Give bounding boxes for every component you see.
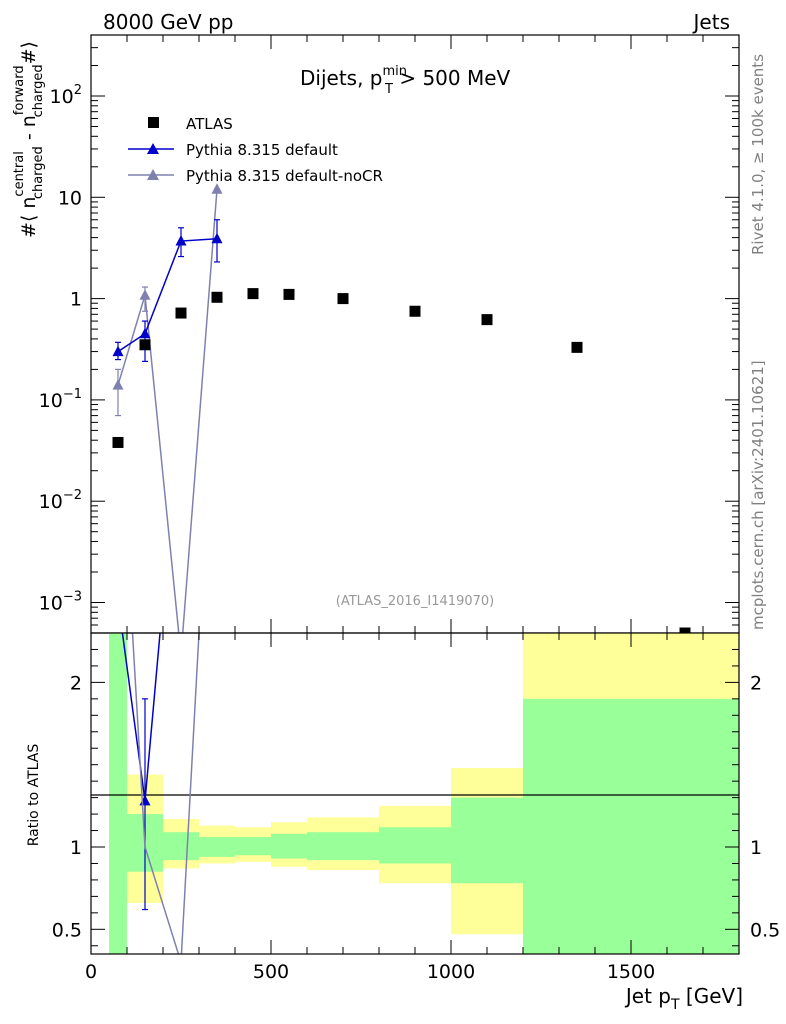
x-tick-label: 1000 — [427, 961, 475, 983]
main-panel: 10−3 10−2 10−1 1 10 102 Dijets, pmin T > 500 M… — [39, 34, 740, 660]
ratio-stat-band — [523, 698, 631, 954]
data-point-atlas — [337, 293, 349, 305]
legend-default-marker — [147, 143, 159, 154]
main-series-layer — [112, 183, 691, 660]
y-tick-label: 10−3 — [39, 590, 82, 615]
ratio-stat-band — [109, 633, 127, 954]
legend-atlas-label: ATLAS — [186, 115, 233, 133]
y-tick-label: 1 — [70, 289, 82, 311]
legend-nocr-label: Pythia 8.315 default-noCR — [186, 167, 383, 185]
data-point-atlas — [175, 307, 187, 319]
ratio-y-tick-label-left: 1 — [70, 837, 82, 859]
main-x-ticks — [90, 35, 740, 633]
data-point-atlas — [112, 436, 124, 448]
legend-default-label: Pythia 8.315 default — [186, 141, 338, 159]
data-point-nocr — [112, 379, 124, 390]
x-axis-label: Jet pT [GeV] — [624, 984, 743, 1013]
ratio-line-nocr — [131, 633, 200, 954]
data-point-atlas — [679, 627, 691, 633]
series-line-nocr — [117, 189, 218, 633]
main-y-axis-label: #⟨ ncentral charged - nforward charged#⟩ — [12, 41, 46, 238]
rivet-version-label: Rivet 4.1.0, ≥ 100k events — [749, 54, 767, 255]
y-tick-label: 10 — [58, 187, 82, 209]
ratio-series-layer — [121, 633, 200, 954]
ratio-y-axis: 0.5 0.5 1 1 2 2 — [52, 648, 780, 947]
data-point-nocr — [139, 289, 151, 300]
ratio-stat-band — [199, 837, 235, 857]
data-point-atlas — [211, 291, 223, 303]
plot-title: Dijets, pmin T > 500 MeV — [300, 64, 511, 97]
data-point-nocr — [211, 183, 223, 194]
data-point-default — [211, 232, 223, 244]
ratio-y-tick-label-right: 2 — [750, 672, 762, 694]
analysis-id-label: (ATLAS_2016_I1419070) — [336, 594, 494, 609]
ratio-y-tick-label-right: 0.5 — [750, 919, 780, 941]
data-point-default — [112, 345, 124, 357]
legend: ATLAS Pythia 8.315 default Pythia 8.315 … — [128, 115, 383, 185]
legend-atlas-marker — [148, 117, 159, 128]
ratio-stat-band — [307, 832, 379, 861]
data-point-atlas — [139, 339, 151, 351]
data-point-atlas — [571, 341, 583, 353]
ratio-stat-band — [631, 698, 739, 954]
ratio-y-tick-label-left: 0.5 — [52, 919, 82, 941]
header-energy-label: 8000 GeV pp — [103, 10, 234, 34]
ratio-panel: 0.5 0.5 1 1 2 2 0 500 1000 1500 — [52, 632, 780, 983]
ratio-uncertainty-bands — [109, 633, 739, 954]
main-y-axis: 10−3 10−2 10−1 1 10 102 — [39, 34, 739, 634]
x-tick-label: 1500 — [607, 961, 655, 983]
data-point-default — [175, 235, 187, 246]
header-observable-label: Jets — [692, 10, 730, 34]
data-point-nocr — [176, 649, 187, 660]
ratio-y-tick-label-left: 2 — [70, 672, 82, 694]
data-point-atlas — [247, 288, 259, 300]
data-point-atlas — [283, 288, 295, 300]
ratio-stat-band — [163, 832, 199, 861]
ratio-y-axis-label: Ratio to ATLAS — [26, 744, 42, 847]
ratio-stat-band — [379, 827, 451, 864]
ratio-stat-band — [235, 837, 271, 856]
series-line-default — [117, 237, 218, 353]
x-tick-label: 0 — [85, 961, 97, 983]
data-point-atlas — [409, 305, 421, 317]
data-point-default — [139, 327, 151, 339]
ratio-stat-band — [451, 797, 523, 884]
data-point-atlas — [481, 314, 493, 326]
ratio-y-tick-label-right: 1 — [750, 837, 762, 859]
y-tick-label: 10−2 — [39, 488, 82, 513]
ratio-stat-band — [271, 833, 307, 859]
y-tick-label: 102 — [50, 83, 82, 108]
x-tick-label: 500 — [253, 961, 289, 983]
mcplots-credit-label: mcplots.cern.ch [arXiv:2401.10621] — [749, 360, 767, 630]
legend-nocr-marker — [147, 169, 159, 180]
ratio-x-axis: 0 500 1000 1500 — [85, 633, 740, 983]
y-tick-label: 10−1 — [39, 387, 82, 412]
